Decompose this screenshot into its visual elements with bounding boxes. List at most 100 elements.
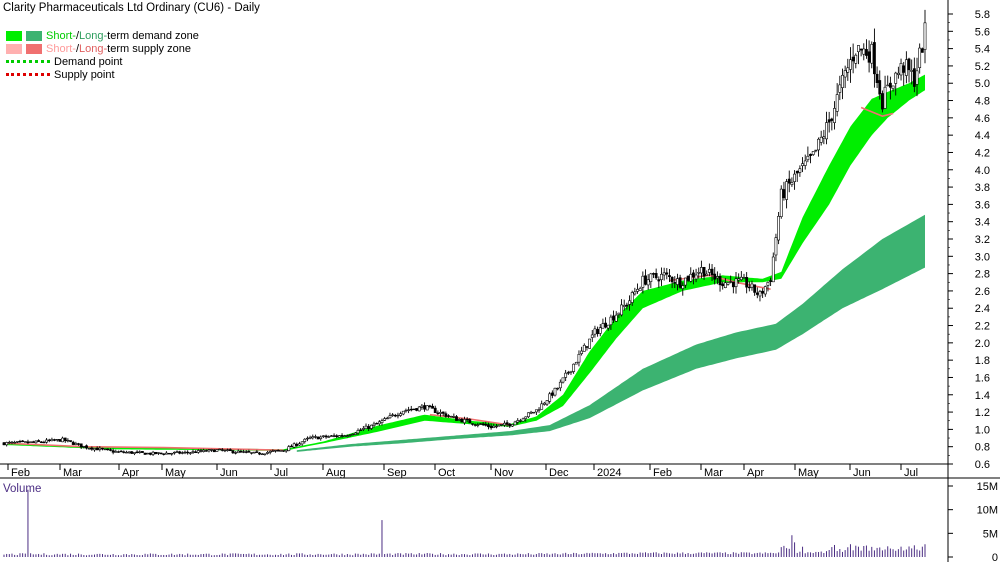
candle-body [359, 429, 363, 431]
candle-body [888, 82, 892, 88]
candle-body [721, 283, 725, 287]
candle-body [718, 276, 722, 286]
candle-body [210, 449, 214, 451]
candle [526, 412, 530, 419]
candle [191, 449, 195, 454]
candle [819, 130, 823, 146]
candle [364, 423, 368, 430]
candle-body [891, 85, 895, 89]
candle-body [662, 272, 666, 276]
candle-body [401, 410, 405, 415]
candle-body [686, 275, 690, 281]
candle [492, 423, 496, 429]
candle [149, 452, 152, 456]
candle [186, 450, 190, 455]
candle-body [103, 448, 107, 451]
candle-body [66, 439, 70, 442]
candle [303, 438, 307, 444]
candle [420, 403, 424, 410]
candle-body [487, 424, 490, 428]
candle-body [207, 449, 211, 452]
candle [838, 75, 842, 101]
candle-body [77, 443, 80, 445]
volume-label: Volume [3, 483, 42, 495]
candle-body [851, 56, 855, 62]
candle [300, 441, 304, 446]
candle-body [53, 439, 56, 441]
candle [250, 452, 253, 455]
candle-body [561, 377, 565, 383]
candle-body [47, 439, 51, 442]
candle [69, 440, 72, 443]
candle-body [87, 447, 91, 450]
candle-body [862, 48, 866, 55]
candle [652, 272, 655, 279]
candle-body [577, 353, 581, 363]
candle [252, 451, 256, 454]
candle-body [125, 451, 128, 454]
candle [45, 438, 48, 444]
candle-body [439, 412, 442, 414]
candle-body [798, 168, 802, 173]
candle [220, 448, 224, 452]
candle-body [489, 425, 493, 429]
candle-body [700, 267, 703, 274]
long-supply-swatch [26, 43, 42, 54]
candle [204, 449, 208, 452]
candle-body [385, 417, 389, 420]
candle [375, 422, 379, 425]
candle [681, 282, 685, 296]
candle-body [468, 419, 472, 424]
candle-body [383, 418, 387, 421]
candle-body [854, 54, 858, 64]
price-tick-label: 1.2 [975, 407, 990, 419]
candle [801, 157, 804, 173]
candle-body [332, 435, 336, 437]
candle [630, 290, 634, 306]
candle-body [518, 420, 522, 422]
candle-body [433, 407, 437, 414]
candle [183, 450, 187, 455]
candle-body [252, 451, 256, 454]
candle [345, 434, 349, 438]
candle [471, 423, 474, 426]
candle-body [838, 84, 842, 93]
candle-body [606, 324, 610, 329]
candle-body [348, 434, 352, 437]
candle [244, 450, 248, 454]
candle-body [817, 138, 820, 151]
candle-body [771, 256, 775, 283]
candle [351, 433, 355, 436]
candle-body [316, 436, 320, 440]
candle-body [353, 432, 357, 435]
candle [857, 45, 860, 65]
candle [604, 317, 607, 329]
candle-body [790, 182, 794, 185]
candle [135, 450, 139, 454]
candle [260, 452, 264, 456]
candle-body [769, 280, 773, 282]
candle [596, 326, 599, 337]
candle-body [343, 435, 347, 437]
candle [156, 452, 160, 456]
candle [689, 267, 693, 283]
candle-body [503, 422, 506, 426]
candle [452, 413, 456, 419]
month-label: Mar [63, 467, 82, 479]
candle [503, 420, 506, 427]
candle-body [55, 439, 59, 441]
candle-body [707, 268, 711, 273]
candle-body [90, 447, 94, 450]
candle-body [654, 273, 658, 279]
candle [117, 450, 120, 454]
candle-body [777, 215, 780, 241]
candle [61, 436, 64, 443]
candle-body [109, 449, 112, 451]
candle-body [63, 437, 67, 442]
candle-body [524, 416, 528, 419]
month-label: Nov [494, 467, 514, 479]
candle [87, 447, 91, 450]
candle [436, 410, 440, 416]
candle [739, 271, 743, 281]
